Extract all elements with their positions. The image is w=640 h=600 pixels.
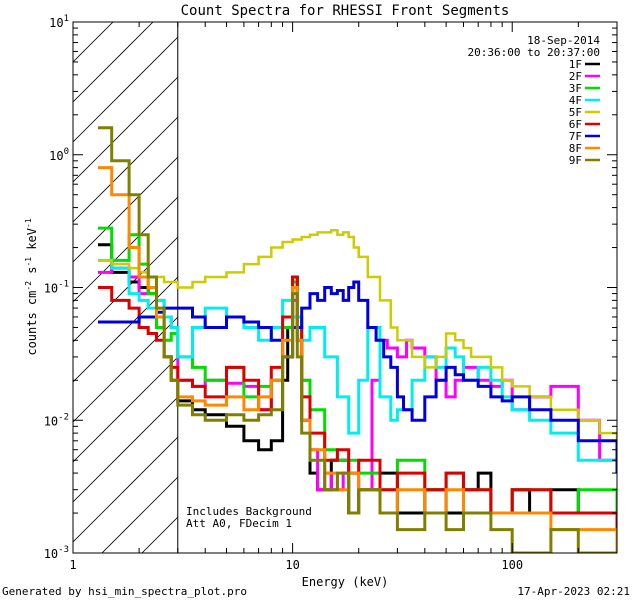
y-tick-label: 10-1 (44, 280, 69, 296)
timestamp-text: 17-Apr-2023 02:21 (517, 585, 630, 598)
legend-label-5F: 5F (569, 106, 582, 119)
legend-label-7F: 7F (569, 130, 582, 143)
generated-by-text: Generated by hsi_min_spectra_plot.pro (2, 585, 248, 598)
legend-label-2F: 2F (569, 70, 582, 83)
chart-title: Count Spectra for RHESSI Front Segments (181, 3, 510, 19)
x-tick-label: 100 (501, 558, 523, 572)
series-4F-line (98, 258, 617, 462)
series-9F-line (98, 126, 617, 553)
legend-label-4F: 4F (569, 94, 582, 107)
axis-ticks (72, 21, 618, 554)
hatch-line (73, 76, 179, 183)
series-7F-line (98, 280, 617, 474)
hatch-line (73, 436, 179, 543)
hatch-line (73, 156, 179, 263)
hatch-line (73, 316, 179, 423)
legend-label-9F: 9F (569, 154, 582, 167)
hatch-line (101, 476, 179, 553)
y-tick-labels: 101 100 10-1 10-2 10-3 (44, 14, 69, 561)
legend-label-3F: 3F (569, 82, 582, 95)
excluded-energy-hatch (73, 22, 179, 553)
legend-label-8F: 8F (569, 142, 582, 155)
hatch-line (73, 196, 179, 303)
note-attenuator: Att A0, FDecim 1 (186, 517, 292, 530)
y-tick-label: 100 (49, 147, 69, 163)
y-axis-label: counts cm-2 s-1 keV-1 (24, 218, 39, 355)
observation-time-range: 20:36:00 to 20:37:00 (468, 46, 600, 59)
hatch-line (73, 356, 179, 463)
hatch-line (73, 36, 179, 143)
x-axis-label: Energy (keV) (302, 575, 389, 589)
x-tick-label: 10 (285, 558, 299, 572)
hatch-line (141, 516, 179, 553)
y-tick-label: 10-3 (44, 545, 69, 561)
hatch-line (73, 22, 114, 63)
hatch-line (73, 116, 179, 223)
hatch-line (73, 276, 179, 383)
y-tick-label: 101 (49, 14, 69, 30)
x-tick-label: 1 (69, 558, 76, 572)
observation-date: 18-Sep-2014 (527, 34, 600, 47)
note-background: Includes Background (186, 505, 312, 518)
series-5F-line (98, 228, 617, 450)
hatch-line (73, 236, 179, 343)
y-tick-label: 10-2 (44, 412, 69, 428)
hatch-line (73, 396, 179, 503)
hatch-line (73, 22, 74, 23)
x-tick-labels: 1 10 100 (69, 558, 523, 572)
legend-label-1F: 1F (569, 58, 582, 71)
hatch-line (73, 22, 154, 103)
legend-label-6F: 6F (569, 118, 582, 131)
series-layer (98, 126, 617, 553)
